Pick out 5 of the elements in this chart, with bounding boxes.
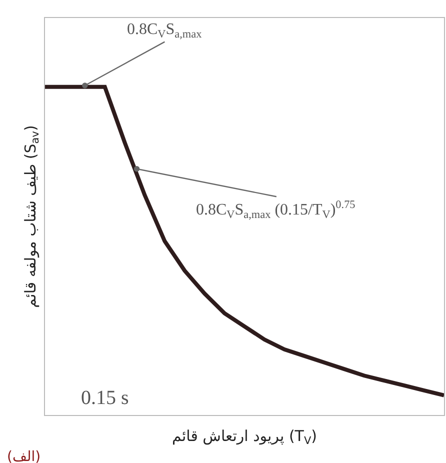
annotation: 0.15 s xyxy=(81,387,129,409)
annotation: 0.8C$_{V}$S$_{a,max}$ xyxy=(196,202,272,222)
text: (0.15/T$_{V}$)$^{0.75}$ xyxy=(274,199,356,222)
text: (الف) xyxy=(7,449,41,463)
text: 0.8C$_{V}$S$_{a,max}$ xyxy=(127,21,202,40)
